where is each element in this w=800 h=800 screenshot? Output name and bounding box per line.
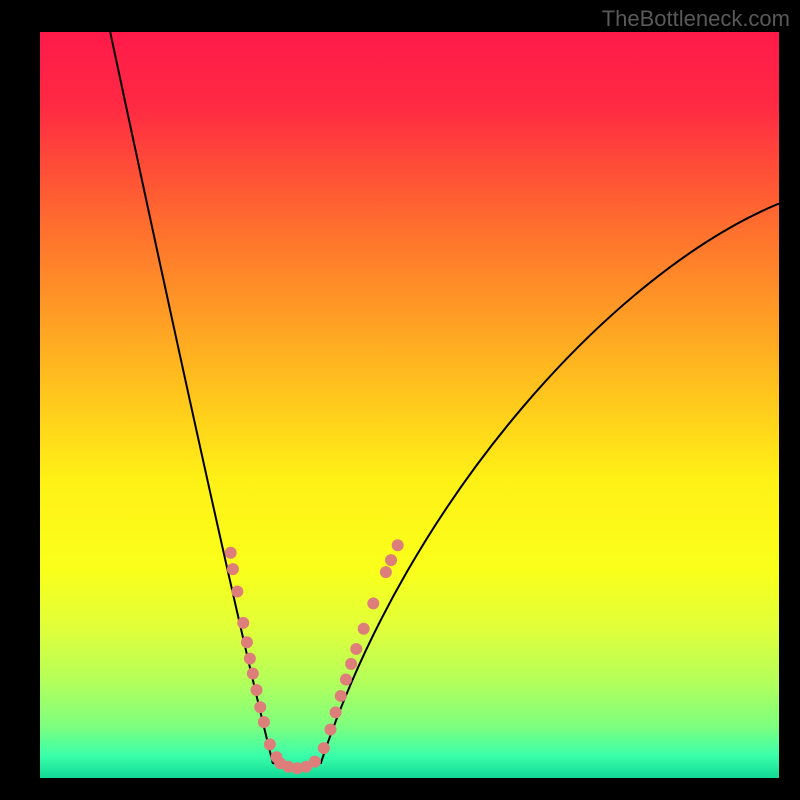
data-point bbox=[231, 586, 243, 598]
data-point bbox=[385, 554, 397, 566]
plot-area bbox=[40, 32, 779, 778]
data-point bbox=[350, 643, 362, 655]
watermark-text: TheBottleneck.com bbox=[602, 6, 790, 32]
curve-layer bbox=[40, 32, 779, 778]
data-point bbox=[367, 597, 379, 609]
data-point bbox=[392, 539, 404, 551]
data-point bbox=[254, 701, 266, 713]
data-point bbox=[227, 563, 239, 575]
data-point bbox=[345, 658, 357, 670]
v-curve-path bbox=[110, 32, 779, 766]
data-point bbox=[241, 636, 253, 648]
data-point bbox=[264, 738, 276, 750]
dot-markers bbox=[225, 539, 404, 774]
data-point bbox=[225, 547, 237, 559]
data-point bbox=[237, 617, 249, 629]
data-point bbox=[251, 684, 263, 696]
data-point bbox=[324, 724, 336, 736]
data-point bbox=[309, 756, 321, 768]
data-point bbox=[340, 674, 352, 686]
data-point bbox=[258, 716, 270, 728]
data-point bbox=[330, 706, 342, 718]
data-point bbox=[244, 653, 256, 665]
data-point bbox=[358, 623, 370, 635]
data-point bbox=[318, 742, 330, 754]
data-point bbox=[380, 566, 392, 578]
data-point bbox=[247, 668, 259, 680]
data-point bbox=[335, 690, 347, 702]
